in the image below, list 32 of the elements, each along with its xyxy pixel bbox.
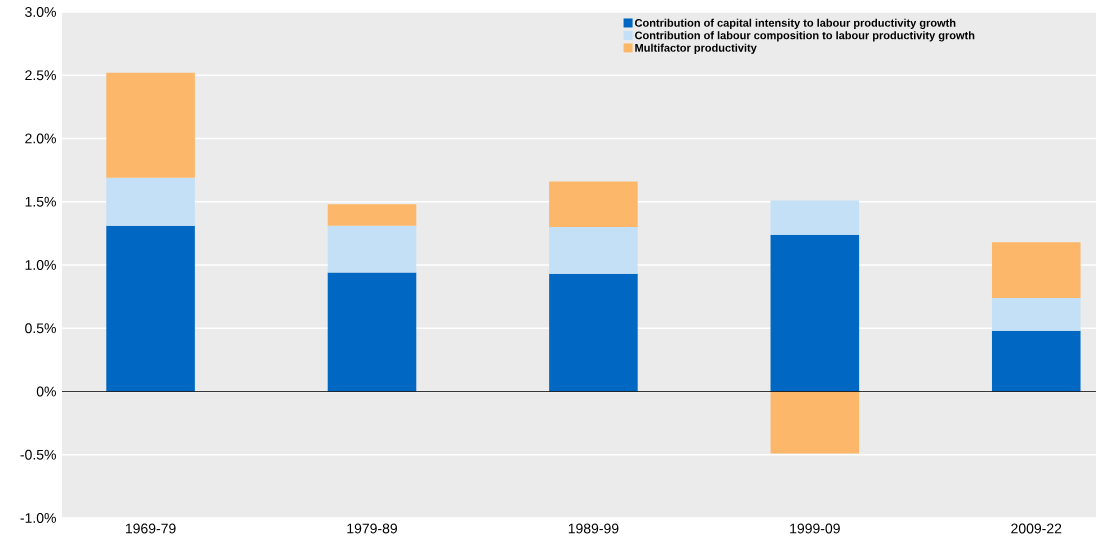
bar — [770, 391, 860, 454]
y-tick-label: 3.0% — [25, 7, 56, 17]
bar — [549, 181, 638, 228]
y-tick-label: 1.5% — [25, 196, 56, 207]
legend-label: Contribution of capital intensity to labour productivity growth — [635, 18, 956, 30]
y-tick-label: 2.5% — [25, 70, 56, 81]
legend-label: Multifactor productivity — [635, 43, 757, 54]
x-tick-label: 2009-22 — [1011, 523, 1062, 534]
bar — [770, 200, 860, 235]
x-tick-label: 1969-79 — [125, 523, 176, 534]
bar — [106, 225, 195, 392]
y-tick-label: 0% — [36, 386, 56, 397]
x-tick-label: 1979-89 — [347, 523, 398, 534]
y-tick-label: -0.5% — [20, 449, 56, 460]
bar — [991, 297, 1081, 331]
bar — [770, 234, 860, 392]
x-tick-label: 1999-09 — [790, 523, 840, 534]
bar — [327, 204, 417, 226]
y-tick-label: 0.5% — [25, 323, 56, 334]
bar — [991, 330, 1081, 392]
bar — [327, 225, 417, 273]
bar — [549, 273, 638, 392]
y-tick-label: -1.0% — [20, 513, 56, 523]
bar — [106, 177, 195, 226]
bar — [991, 242, 1081, 298]
bar — [549, 227, 638, 274]
y-tick-label: 2.0% — [25, 133, 56, 144]
legend-label: Contribution of labour composition to labour productivity growth — [635, 31, 975, 42]
bar — [106, 72, 195, 178]
x-tick-label: 1989-99 — [568, 523, 619, 534]
bar — [327, 272, 417, 392]
y-tick-label: 1.0% — [25, 260, 56, 270]
